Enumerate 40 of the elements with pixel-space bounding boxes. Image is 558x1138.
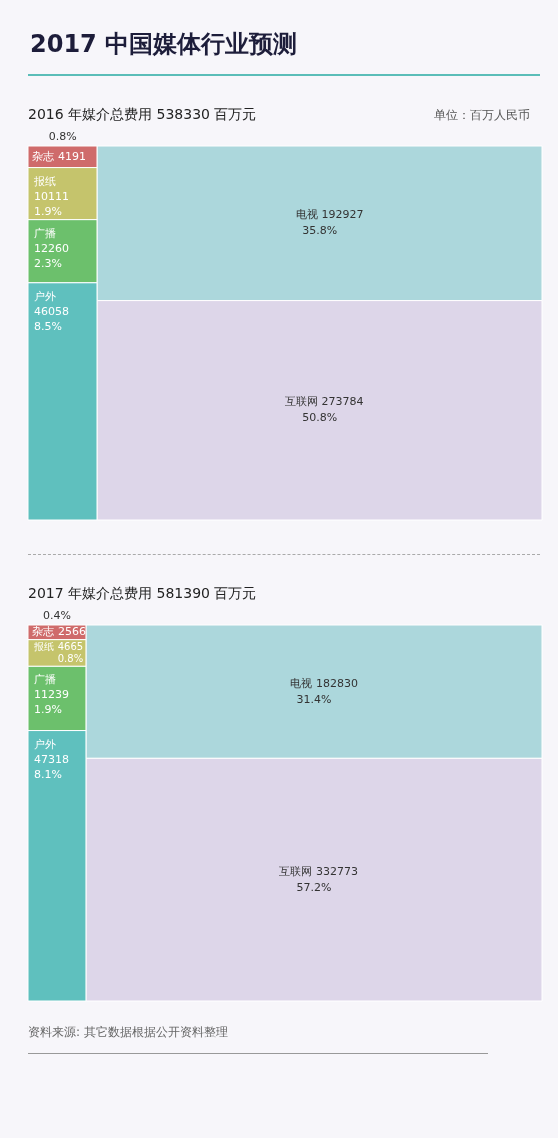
data-label: 192927	[321, 208, 364, 222]
category-label: 互联网	[284, 395, 318, 409]
text: 8.5%	[34, 319, 62, 333]
text: 0.4%	[43, 609, 72, 622]
data-label: 47318	[34, 752, 69, 766]
category-label: 电视	[290, 676, 313, 690]
category-label: 广播	[34, 673, 56, 687]
category-label: 报纸	[32, 640, 54, 652]
data-label: 4665	[57, 640, 84, 652]
data-label: 11239	[34, 688, 69, 702]
data-label: 332773	[316, 864, 359, 878]
text: 2017 中国媒体行业预测	[29, 29, 299, 60]
data-label: 10111	[34, 189, 69, 203]
data-label: 12260	[34, 241, 69, 255]
data-label: 46058	[34, 304, 69, 318]
category-label: 广播	[34, 226, 56, 240]
category-label: 报纸	[33, 174, 56, 188]
text: 0.8%	[48, 130, 77, 143]
text: 2016 年媒介总费用 538330 百万元	[28, 106, 257, 124]
text: 2.3%	[34, 256, 62, 270]
text: 1.9%	[34, 703, 62, 717]
text: 35.8%	[302, 224, 338, 238]
data-label: 182830	[316, 676, 359, 690]
text: 0.8%	[57, 652, 84, 664]
text: 资料来源: 其它数据根据公开资料整理	[27, 1024, 229, 1041]
category-label: 互联网	[279, 864, 313, 878]
text: 2017 年媒介总费用 581390 百万元	[28, 585, 257, 603]
text: 31.4%	[296, 692, 332, 706]
category-label: 杂志	[32, 149, 54, 163]
data-label: 4191	[58, 149, 86, 163]
category-label: 杂志	[32, 625, 54, 639]
category-label: 户外	[34, 289, 56, 303]
category-label: 电视	[295, 208, 318, 222]
category-label: 户外	[34, 737, 56, 751]
text: 8.1%	[34, 767, 62, 781]
data-label: 273784	[321, 395, 364, 409]
text: 1.9%	[34, 204, 62, 218]
text: 单位：百万人民币	[434, 107, 530, 124]
text: 57.2%	[296, 880, 332, 894]
text: 50.8%	[302, 411, 338, 425]
